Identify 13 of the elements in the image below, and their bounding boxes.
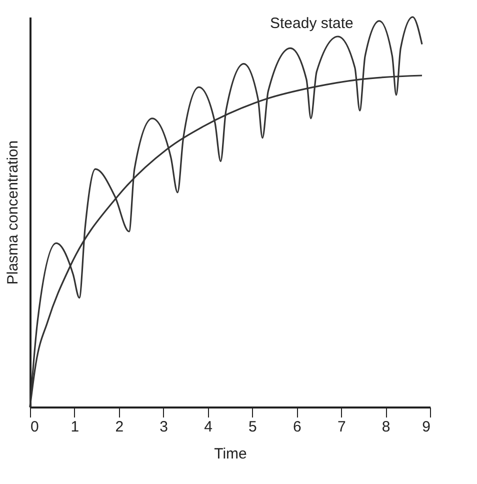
x-tick-label: 0 [30,418,39,436]
x-axis-title: Time [214,446,247,462]
x-tick-label: 6 [292,418,302,436]
x-tick-label: 5 [248,418,257,436]
x-tick-label: 1 [70,418,80,436]
x-tick-label: 4 [204,418,212,436]
x-tick-label: 7 [337,418,346,436]
annotation: Steady state [270,15,354,32]
x-tick-label: 9 [422,418,430,436]
y-axis-title: Plasma concentration [4,140,22,285]
x-tick-label: 3 [160,418,168,436]
x-tick-label: 8 [382,418,390,436]
x-tick-label: 2 [115,418,124,436]
